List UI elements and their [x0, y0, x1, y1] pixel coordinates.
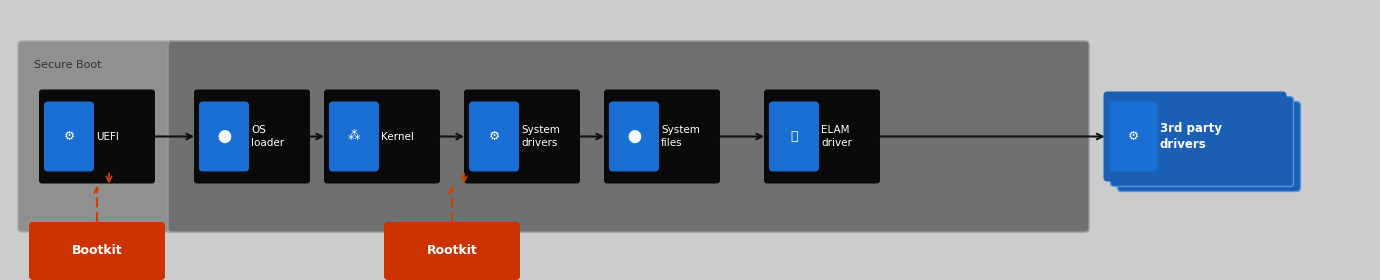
FancyBboxPatch shape [1110, 102, 1158, 171]
Text: 🛡: 🛡 [791, 130, 798, 143]
FancyBboxPatch shape [464, 90, 580, 183]
Text: 3rd party
drivers: 3rd party drivers [1159, 122, 1221, 151]
Text: ELAM
driver: ELAM driver [821, 125, 851, 148]
FancyBboxPatch shape [765, 90, 880, 183]
FancyBboxPatch shape [39, 90, 155, 183]
FancyBboxPatch shape [328, 102, 380, 171]
Text: Bootkit: Bootkit [72, 244, 123, 258]
Text: Secure Boot: Secure Boot [34, 60, 102, 70]
Text: UEFI: UEFI [97, 132, 119, 141]
FancyBboxPatch shape [384, 222, 520, 280]
FancyBboxPatch shape [469, 102, 519, 171]
Text: System
drivers: System drivers [522, 125, 560, 148]
FancyBboxPatch shape [44, 102, 94, 171]
Text: ⬤: ⬤ [627, 130, 640, 143]
FancyBboxPatch shape [609, 102, 660, 171]
FancyBboxPatch shape [324, 90, 440, 183]
FancyBboxPatch shape [1104, 92, 1286, 181]
FancyBboxPatch shape [1118, 102, 1300, 192]
Text: ⚙: ⚙ [1127, 130, 1138, 143]
FancyBboxPatch shape [168, 41, 1089, 232]
Text: Rootkit: Rootkit [426, 244, 477, 258]
Text: ⁂: ⁂ [348, 130, 360, 143]
FancyBboxPatch shape [199, 102, 248, 171]
Text: System
files: System files [661, 125, 700, 148]
FancyBboxPatch shape [1111, 97, 1293, 186]
Text: OS
loader: OS loader [251, 125, 284, 148]
Text: ⚙: ⚙ [63, 130, 75, 143]
Text: Kernel: Kernel [381, 132, 414, 141]
FancyBboxPatch shape [769, 102, 818, 171]
Text: ⬤: ⬤ [217, 130, 230, 143]
Text: ⚙: ⚙ [489, 130, 500, 143]
FancyBboxPatch shape [604, 90, 720, 183]
FancyBboxPatch shape [18, 41, 177, 232]
FancyBboxPatch shape [195, 90, 310, 183]
FancyBboxPatch shape [29, 222, 166, 280]
